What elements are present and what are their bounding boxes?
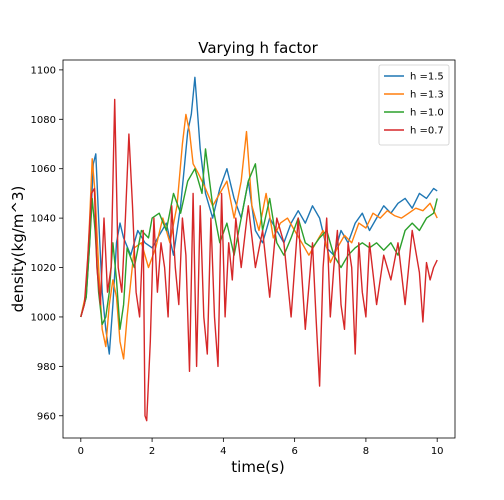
y-tick-label: 980 xyxy=(37,362,56,373)
legend-entry-label: h =0.7 xyxy=(410,126,444,137)
x-tick-label: 6 xyxy=(291,446,297,457)
x-tick-label: 8 xyxy=(363,446,369,457)
plot-lines xyxy=(80,76,438,422)
legend: h =1.5 h =1.3 h =1.0 h =0.7 xyxy=(378,64,450,146)
y-tick-label: 1100 xyxy=(31,65,56,76)
y-tick-label: 1020 xyxy=(31,263,56,274)
legend-entry-label: h =1.5 xyxy=(410,72,444,83)
y-tick-label: 1000 xyxy=(31,312,56,323)
y-tick-label: 1060 xyxy=(31,164,56,175)
x-tick-label: 0 xyxy=(78,446,84,457)
x-tick-label: 2 xyxy=(149,446,155,457)
series-line-2 xyxy=(80,113,438,360)
x-axis-label: time(s) xyxy=(231,458,284,476)
series-line-4 xyxy=(80,98,438,422)
x-tick-label: 10 xyxy=(431,446,444,457)
legend-entry-label: h =1.0 xyxy=(410,108,444,119)
legend-box xyxy=(378,64,450,146)
y-tick-label: 1040 xyxy=(31,214,56,225)
y-tick-label: 960 xyxy=(37,411,56,422)
plot-frame xyxy=(62,59,456,439)
y-axis: 960 980 1000 1020 1040 1060 1080 1100 xyxy=(31,65,63,422)
y-tick-label: 1080 xyxy=(31,115,56,126)
y-axis-label: density(kg/m^3) xyxy=(9,186,27,313)
series-line-1 xyxy=(80,76,438,355)
chart-title: Varying h factor xyxy=(198,39,318,57)
x-axis: 0 2 4 6 8 10 xyxy=(78,438,444,457)
legend-entry-label: h =1.3 xyxy=(410,90,444,101)
x-tick-label: 4 xyxy=(220,446,226,457)
